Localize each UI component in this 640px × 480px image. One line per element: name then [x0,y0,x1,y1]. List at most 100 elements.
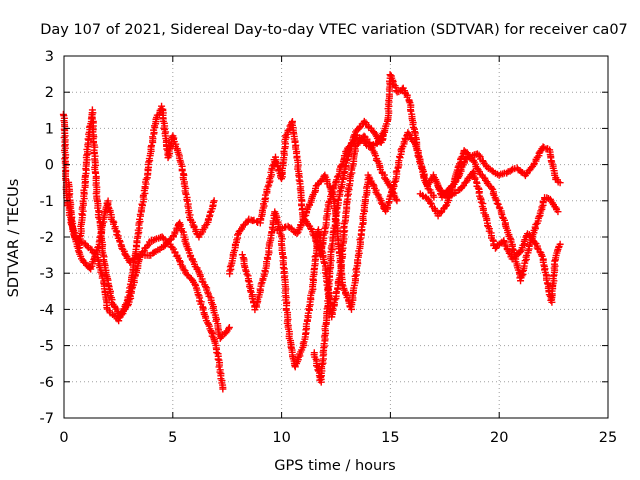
data-point [326,184,334,192]
data-point [318,247,326,255]
data-point [295,176,303,184]
data-point [325,199,333,207]
data-point [551,257,559,265]
data-point [317,177,325,185]
data-point [121,301,129,309]
data-point [272,158,280,166]
data-point [390,178,398,186]
data-point [210,197,218,205]
data-point [160,243,168,251]
data-point [464,174,472,182]
series-track-7 [310,71,455,386]
y-tick-label: -4 [40,302,54,318]
y-tick-label: -5 [40,339,54,355]
series-track-3 [75,102,218,321]
x-tick-label: 15 [381,430,399,446]
x-axis-label: GPS time / hours [274,458,395,474]
series-track-8 [416,147,562,285]
data-point [495,171,503,179]
y-tick-label: 3 [45,49,54,65]
data-point [483,179,491,187]
data-point [430,193,438,201]
data-point [336,188,344,196]
data-point [86,263,94,271]
data-point [487,184,495,192]
data-point [343,155,351,163]
data-point [451,178,459,186]
y-tick-label: -2 [40,230,54,246]
y-tick-label: -6 [40,375,54,391]
data-point [113,231,121,239]
data-point [503,246,511,254]
data-point [519,241,527,249]
data-point [492,195,500,203]
data-point [145,158,153,166]
data-point [216,334,224,342]
data-point [144,242,152,250]
data-point [118,309,126,317]
data-point [257,280,265,288]
data-point [321,225,329,233]
data-point [178,167,186,175]
data-point [176,257,184,265]
data-point [556,240,564,248]
data-point [334,195,342,203]
data-point [194,291,202,299]
data-point [206,208,214,216]
chart-title: Day 107 of 2021, Sidereal Day-to-day VTE… [40,22,628,38]
data-point [532,221,540,229]
data-point [76,233,84,241]
data-point [535,213,543,221]
data-point [477,198,485,206]
data-point [136,215,144,223]
y-tick-label: 1 [45,121,54,137]
data-point [331,296,339,304]
data-points [59,71,564,393]
data-point [444,187,452,195]
data-point [253,218,261,226]
y-tick-label: 0 [45,158,54,174]
data-point [236,227,244,235]
y-tick-label: -7 [40,411,54,427]
data-point [343,157,351,165]
data-point [214,355,222,363]
data-point [377,199,385,207]
data-point [342,290,350,298]
data-point [201,283,209,291]
x-tick-label: 10 [272,430,290,446]
data-point [226,263,234,271]
axis-ticks: 0 5 10 15 20 25 -7 -6 -5 -4 -3 -2 -1 0 1 2 3 [40,49,618,446]
data-point [356,236,364,244]
data-point [311,253,319,261]
data-point [122,251,130,259]
x-tick-label: 0 [59,430,68,446]
data-point [426,176,434,184]
data-point [426,199,434,207]
data-point [475,151,483,159]
data-point [350,132,358,140]
data-point [313,362,321,370]
data-point [493,199,501,207]
data-point [554,208,562,216]
data-point [311,188,319,196]
data-point [405,130,413,138]
x-tick-label: 5 [168,430,177,446]
data-point [462,178,470,186]
data-point [74,247,82,255]
data-point [158,102,166,110]
data-point [209,198,217,206]
data-point [216,368,224,376]
data-point [300,213,308,221]
data-point [293,230,301,238]
data-point [521,257,529,265]
data-point [442,202,450,210]
data-point [372,131,380,139]
y-axis-label: SDTVAR / TECUs [6,179,22,298]
data-point [148,142,156,150]
series-track-2 [65,178,233,342]
data-point [225,324,233,331]
data-point [506,234,514,242]
data-point [505,249,513,257]
data-point [508,166,516,174]
series-track-10 [434,168,564,306]
